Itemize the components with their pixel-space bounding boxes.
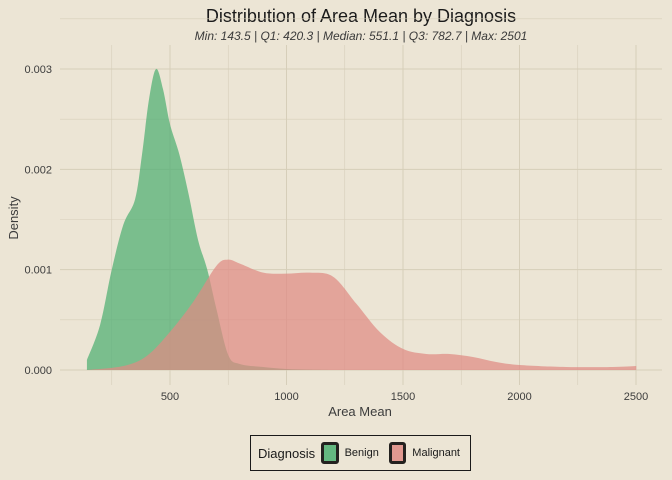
x-tick-label: 1000 [274, 391, 298, 403]
y-axis-title: Density [6, 196, 21, 240]
legend: Diagnosis Benign Malignant [250, 435, 471, 471]
legend-key-benign [321, 442, 339, 464]
x-axis-title: Area Mean [328, 404, 392, 419]
x-tick-label: 2000 [507, 391, 531, 403]
legend-label-malignant: Malignant [412, 447, 460, 459]
chart-subtitle: Min: 143.5 | Q1: 420.3 | Median: 551.1 |… [194, 29, 528, 43]
x-axis-ticks: 500 1000 1500 2000 2500 [161, 391, 648, 403]
y-tick-label: 0.003 [24, 64, 52, 76]
legend-key-malignant [388, 442, 407, 464]
legend-label-benign: Benign [344, 447, 379, 459]
density-area-malignant [86, 259, 637, 370]
y-axis-ticks: 0.000 0.001 0.002 0.003 [24, 64, 52, 377]
density-area-benign [86, 68, 334, 370]
density-areas [86, 68, 637, 370]
x-tick-label: 500 [161, 391, 179, 403]
legend-title: Diagnosis [258, 445, 316, 461]
x-tick-label: 1500 [391, 391, 415, 403]
chart-title: Distribution of Area Mean by Diagnosis [205, 6, 517, 26]
y-tick-label: 0.000 [24, 365, 52, 377]
y-tick-label: 0.002 [24, 164, 52, 176]
y-tick-label: 0.001 [24, 265, 52, 277]
x-tick-label: 2500 [624, 391, 648, 403]
